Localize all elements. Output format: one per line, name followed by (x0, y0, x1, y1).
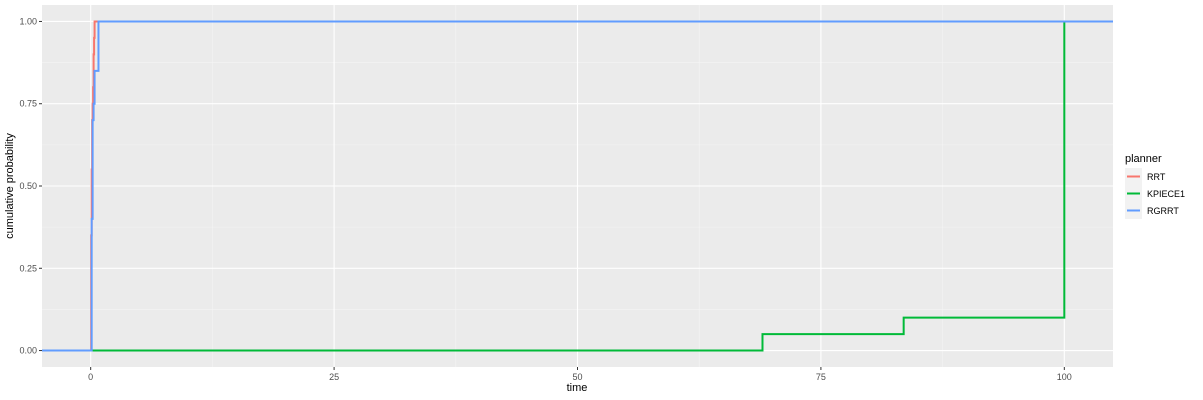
legend-label-rgrrt: RGRRT (1147, 206, 1179, 216)
x-tick-label: 75 (816, 372, 826, 382)
x-tick-label: 25 (329, 372, 339, 382)
x-axis: 0 25 50 75 100 (88, 367, 1072, 382)
y-axis-title: cumulative probability (4, 133, 16, 239)
x-tick-label: 0 (88, 372, 93, 382)
series-lines (42, 20, 1113, 352)
series-line-rgrrt (42, 20, 1113, 352)
y-tick-label: 1.00 (19, 16, 37, 26)
x-axis-title: time (567, 382, 588, 394)
y-tick-label: 0.50 (19, 181, 37, 191)
x-tick-label: 50 (572, 372, 582, 382)
legend-label-rrt: RRT (1147, 172, 1166, 182)
y-axis: 0.00 0.25 0.50 0.75 1.00 (19, 16, 42, 356)
y-tick-label: 0.75 (19, 99, 37, 109)
legend-title: planner (1125, 153, 1162, 165)
legend-label-kpiece1: KPIECE1 (1147, 189, 1185, 199)
y-tick-label: 0.00 (19, 346, 37, 356)
x-tick-label: 100 (1057, 372, 1072, 382)
series-line-kpiece1 (42, 20, 1113, 352)
legend: planner RRT KPIECE1 RGRRT (1125, 153, 1185, 219)
y-tick-label: 0.25 (19, 263, 37, 273)
